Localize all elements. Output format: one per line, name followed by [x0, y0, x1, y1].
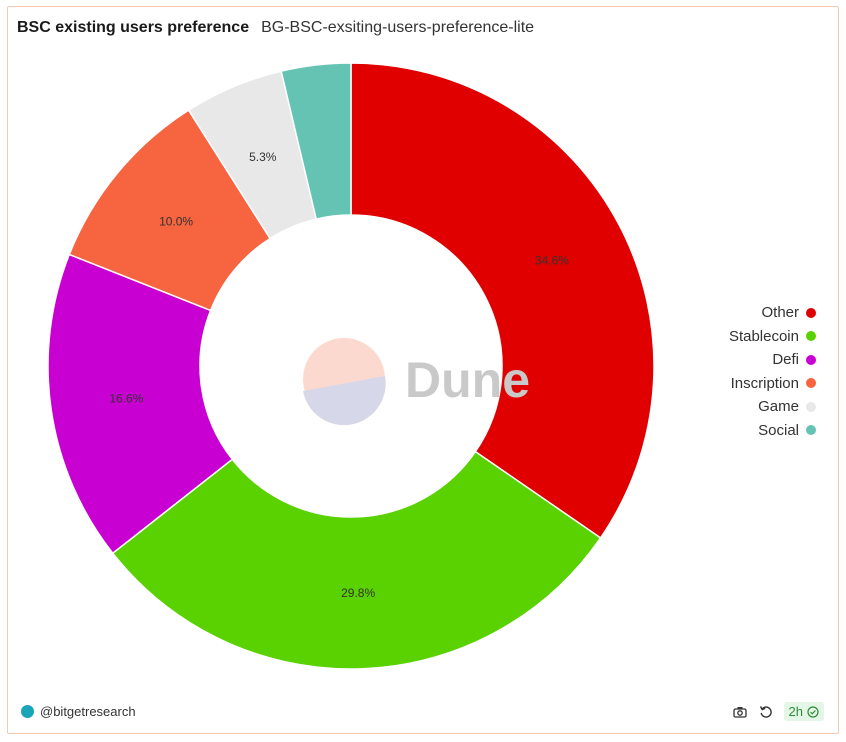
query-name[interactable]: BG-BSC-exsiting-users-preference-lite — [261, 19, 535, 36]
legend-label: Social — [758, 421, 799, 439]
check-circle-icon — [807, 705, 819, 718]
footer-actions: 2h — [732, 702, 824, 721]
legend-item-inscription[interactable]: Inscription — [729, 372, 816, 396]
author-link[interactable]: @bitgetresearch — [21, 704, 136, 719]
refresh-icon[interactable] — [758, 704, 774, 720]
legend-swatch — [806, 331, 816, 342]
legend-item-game[interactable]: Game — [729, 395, 816, 419]
legend-label: Inscription — [730, 374, 799, 392]
legend-swatch — [806, 307, 816, 318]
legend-swatch — [806, 354, 816, 365]
legend-item-other[interactable]: Other — [729, 301, 816, 325]
legend-label: Defi — [772, 351, 799, 369]
legend-swatch — [806, 425, 816, 436]
chart-header: BSC existing users preference BG-BSC-exs… — [17, 19, 534, 37]
refresh-age: 2h — [788, 704, 803, 719]
legend-item-stablecoin[interactable]: Stablecoin — [729, 325, 816, 349]
legend-label: Other — [761, 304, 799, 322]
legend-label: Stablecoin — [728, 327, 799, 345]
legend-item-defi[interactable]: Defi — [729, 348, 816, 372]
legend-swatch — [806, 401, 816, 412]
author-avatar — [21, 705, 34, 718]
legend: Other Stablecoin Defi Inscription Game Social — [729, 301, 816, 442]
legend-label: Game — [758, 398, 799, 416]
chart-title: BSC existing users preference — [17, 19, 250, 36]
legend-swatch — [806, 378, 816, 389]
legend-item-social[interactable]: Social — [729, 419, 816, 443]
refresh-status-badge[interactable]: 2h — [783, 702, 824, 721]
author-name[interactable]: @bitgetresearch — [40, 704, 136, 719]
chart-card: BSC existing users preference BG-BSC-exs… — [7, 6, 839, 734]
camera-icon[interactable] — [732, 704, 748, 720]
